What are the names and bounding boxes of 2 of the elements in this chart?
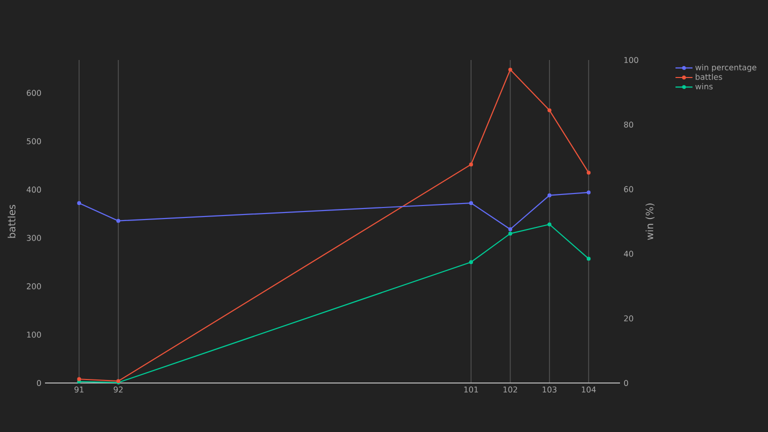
y-axis-title: battles — [8, 204, 16, 238]
y2-axis-title: win (%) — [646, 204, 654, 240]
